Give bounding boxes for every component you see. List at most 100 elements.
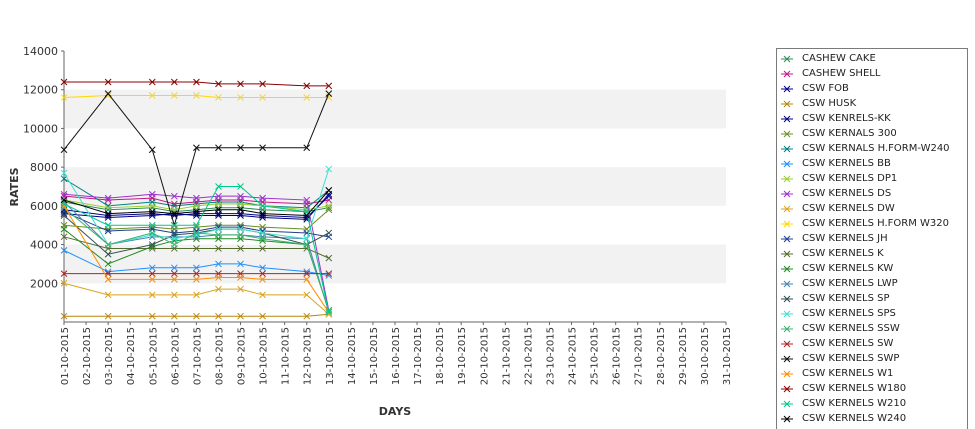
x-tick-labels: 01-10-2015 02-10-2015 03-10-2015 04-10-2015…	[60, 327, 733, 385]
data-point-marker	[170, 92, 178, 99]
series-csw-husk	[60, 310, 333, 320]
legend-label: CSW KERNELS SP	[802, 293, 890, 304]
data-point-marker	[148, 190, 156, 198]
data-point-marker	[325, 270, 333, 277]
data-point-marker	[237, 245, 244, 252]
data-point-marker	[60, 225, 68, 233]
legend-marker-icon	[781, 55, 793, 63]
data-point-marker	[104, 210, 112, 217]
x-tick-label: 26-10-2015	[612, 327, 623, 385]
data-point-marker	[237, 312, 244, 320]
series-csw-kernels-w240	[60, 187, 333, 219]
data-point-marker	[193, 208, 200, 216]
legend-item: CSW KERNELS DP1	[777, 172, 969, 187]
legend-label: CSW KERNELS SW	[802, 338, 894, 349]
data-point-marker	[259, 276, 266, 283]
series-line	[63, 195, 330, 218]
data-point-marker	[237, 206, 244, 214]
data-point-marker	[148, 221, 156, 229]
x-tick-label: 28-10-2015	[656, 327, 667, 385]
data-point-marker	[237, 80, 244, 88]
data-point-marker	[325, 192, 333, 200]
x-tick-label: 22-10-2015	[523, 327, 534, 385]
data-point-marker	[303, 270, 311, 277]
series-line	[63, 207, 330, 311]
data-point-marker	[237, 212, 244, 219]
legend-marker-icon	[781, 100, 793, 108]
x-tick-label: 17-10-2015	[413, 327, 424, 385]
series-line	[63, 193, 330, 220]
legend-label: CSW KERNALS H.FORM-W240	[802, 143, 950, 154]
data-point-marker	[104, 221, 112, 229]
data-point-marker	[215, 225, 222, 233]
data-point-marker	[170, 291, 178, 299]
legend-label: CSW KERNELS SPS	[802, 308, 896, 319]
data-point-marker	[215, 260, 222, 268]
series-line	[63, 190, 330, 217]
data-point-marker	[215, 231, 222, 239]
data-point-marker	[148, 229, 156, 237]
data-point-marker	[60, 279, 68, 287]
chart-plot-area: 2000 4000 6000 8000 10000 12000 14000 01-10-20…	[8, 45, 733, 418]
series-line	[63, 193, 330, 311]
data-point-marker	[170, 270, 178, 277]
data-point-marker	[60, 169, 68, 177]
data-point-marker	[170, 235, 178, 243]
data-point-marker	[193, 291, 200, 299]
data-point-marker	[104, 204, 112, 212]
series-line	[63, 215, 330, 255]
data-point-marker	[215, 200, 222, 208]
data-point-marker	[325, 187, 333, 194]
data-point-marker	[148, 264, 156, 272]
legend-item: CSW KERNELS SPS	[777, 307, 969, 322]
data-point-marker	[215, 274, 222, 281]
x-tick-label: 29-10-2015	[678, 327, 689, 385]
data-point-marker	[60, 94, 68, 101]
x-tick-label: 09-10-2015	[237, 327, 248, 385]
data-point-marker	[170, 78, 178, 86]
legend-item: CSW HUSK	[777, 97, 969, 112]
legend-item: CSW KERNELS SSW	[777, 322, 969, 337]
legend-label: CSW KERNELS W240	[802, 413, 907, 424]
data-point-marker	[193, 270, 200, 277]
data-point-marker	[215, 312, 222, 320]
data-point-marker	[193, 245, 200, 252]
data-point-marker	[259, 94, 266, 101]
legend-item: CSW KERNELS BB	[777, 157, 969, 172]
series-line	[63, 211, 329, 238]
legend-label: CSW KERNALS 300	[802, 128, 897, 139]
data-point-marker	[303, 94, 311, 101]
legend-marker-icon	[781, 265, 793, 273]
data-point-marker	[325, 90, 333, 97]
x-tick-label: 15-10-2015	[369, 327, 380, 385]
legend-label: CSW KENRELS-KK	[802, 113, 891, 124]
data-point-marker	[237, 274, 244, 281]
data-point-marker	[259, 270, 266, 277]
y-tick-label: 14000	[23, 45, 58, 58]
legend-item: CSW KERNELS W180	[777, 382, 969, 397]
data-point-marker	[303, 196, 311, 204]
y-tick-label: 10000	[23, 122, 58, 135]
data-point-marker	[170, 312, 178, 320]
x-tick-label: 20-10-2015	[479, 327, 490, 385]
data-point-marker	[215, 144, 222, 152]
y-tick-labels: 2000 4000 6000 8000 10000 12000 14000	[23, 45, 58, 290]
legend-label: CASHEW SHELL	[802, 68, 881, 79]
data-point-marker	[148, 241, 156, 248]
series-line	[63, 249, 329, 277]
x-tick-label: 31-10-2015	[722, 327, 733, 385]
data-point-marker	[104, 194, 112, 202]
legend-marker-icon	[781, 310, 793, 318]
y-tick-label: 2000	[30, 277, 58, 290]
legend-marker-icon	[781, 235, 793, 243]
data-point-marker	[325, 165, 333, 173]
data-point-marker	[325, 82, 333, 90]
data-point-marker	[259, 80, 266, 88]
data-point-marker	[303, 291, 311, 299]
data-point-marker	[148, 231, 156, 239]
data-point-marker	[259, 312, 266, 320]
data-point-marker	[170, 241, 178, 248]
series-line	[63, 236, 330, 259]
data-point-marker	[60, 233, 68, 241]
series-csw-kernels-k	[60, 233, 333, 262]
